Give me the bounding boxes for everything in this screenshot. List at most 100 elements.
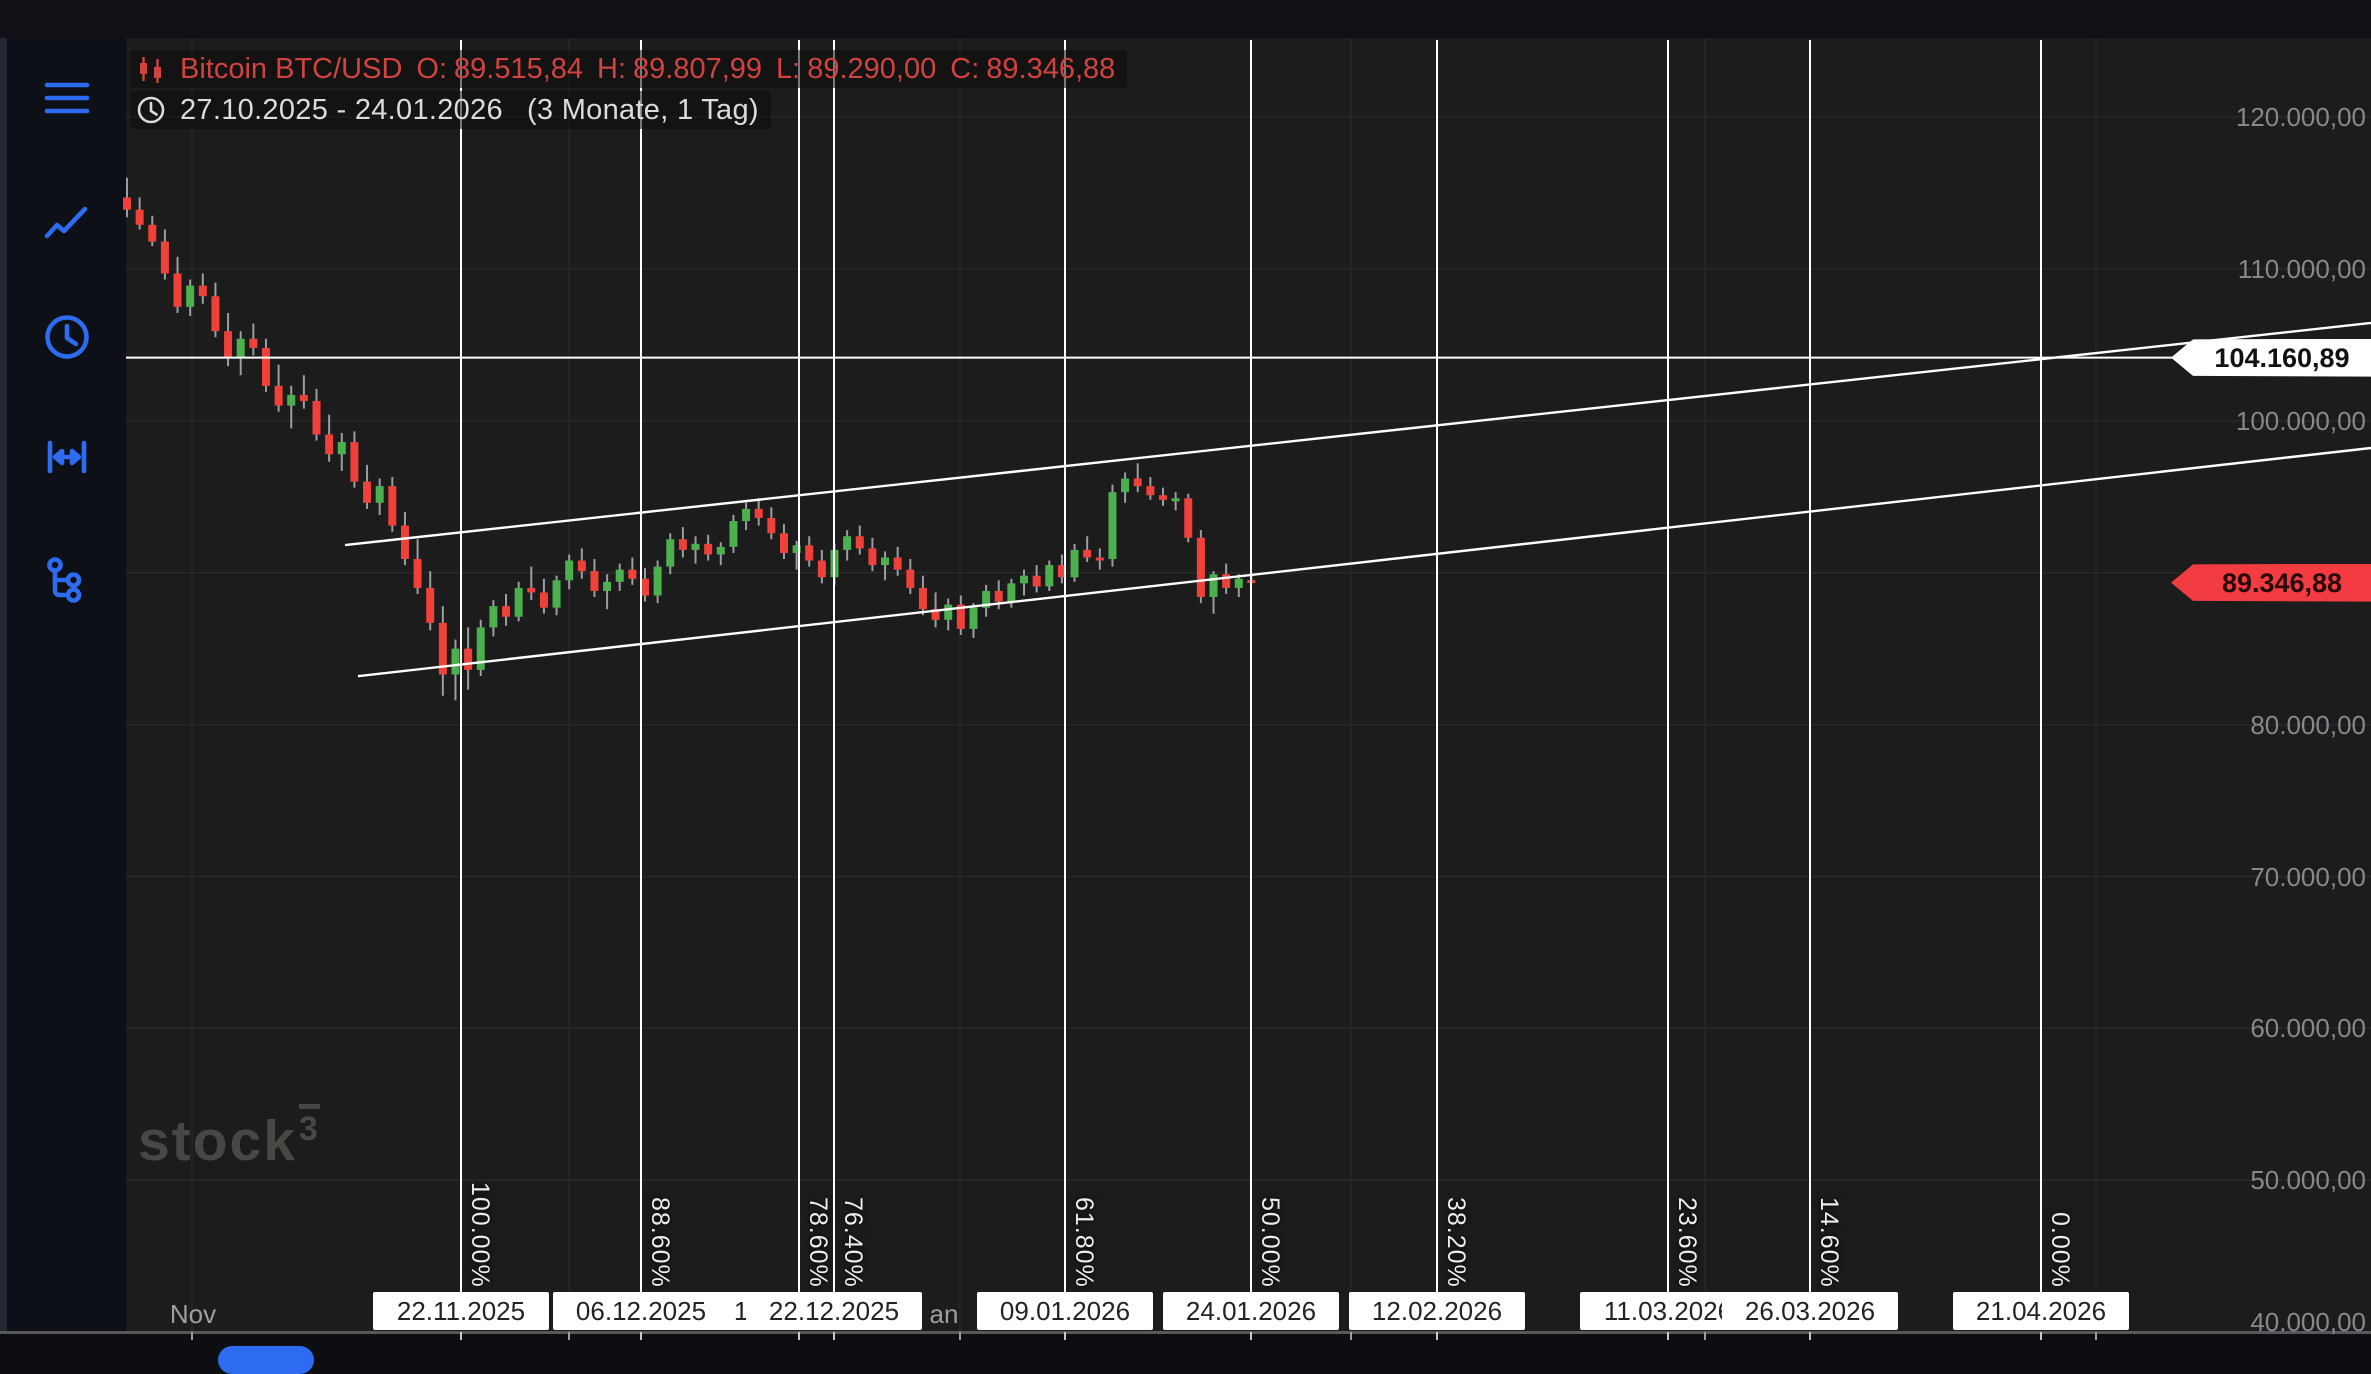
stock3-watermark: stock3	[138, 1104, 320, 1174]
candle-down	[123, 177, 131, 218]
candle-up	[1171, 492, 1180, 511]
axis-tick	[460, 1332, 462, 1340]
price-axis-label: 100.000,00	[2235, 405, 2366, 436]
candle-down	[274, 364, 283, 412]
candle-up	[653, 560, 662, 604]
hamburger-menu-icon	[44, 82, 90, 114]
candle-down	[1133, 463, 1142, 493]
candle-down	[1196, 530, 1205, 604]
fib-time-zones-drawing[interactable]	[460, 40, 2042, 1330]
candle-up	[1234, 574, 1243, 598]
sidebar-tool-measure[interactable]	[39, 429, 95, 485]
price-axis-label: 110.000,00	[2237, 253, 2366, 284]
candle-down	[678, 527, 687, 558]
legend-symbol-row: Bitcoin BTC/USD O: 89.515,84 H: 89.807,99 …	[130, 50, 1128, 88]
ohlc-open: O: 89.515,84	[416, 53, 584, 85]
candle-down	[198, 273, 207, 304]
candle-up	[792, 540, 801, 570]
axis-tick	[1704, 1332, 1706, 1340]
candle-down	[426, 571, 435, 631]
candle-up	[969, 603, 978, 639]
candle-down	[893, 546, 902, 576]
candle-up	[337, 432, 346, 471]
candle-up	[603, 574, 612, 610]
axis-tick	[2040, 1332, 2042, 1340]
price-axis-label: 60.000,00	[2250, 1013, 2366, 1044]
candle-up	[944, 598, 953, 631]
candle-down	[261, 338, 270, 392]
axis-tick	[959, 1332, 961, 1340]
branch-icon	[47, 557, 82, 603]
candle-down	[1095, 548, 1104, 570]
chart-legend: Bitcoin BTC/USD O: 89.515,84 H: 89.807,99 …	[130, 50, 1128, 129]
window-top-strip	[0, 0, 2371, 38]
month-axis-label: Nov	[169, 1299, 217, 1329]
candle-up	[982, 584, 991, 617]
toolbar-sidebar	[0, 38, 126, 1333]
candle-down	[1032, 565, 1041, 593]
candle-up	[565, 554, 574, 590]
candle-down	[906, 559, 915, 594]
primary-action-button[interactable]	[218, 1346, 314, 1374]
candle-up	[476, 619, 485, 676]
range-detail: (3 Monate, 1 Tag)	[526, 94, 759, 126]
price-axis-label: 120.000,00	[2235, 102, 2366, 132]
candle-up	[451, 639, 460, 701]
fib-percent-label: 50.00%	[1256, 1197, 1284, 1288]
horizontal-line-price-tag[interactable]: 104.160,89	[2171, 338, 2371, 377]
candle-down	[1158, 487, 1167, 506]
candle-down	[135, 197, 144, 230]
sidebar-tool-menu[interactable]	[39, 70, 95, 126]
ohlc-high: H: 89.807,99	[597, 53, 763, 85]
time-axis-strip[interactable]	[0, 1334, 2371, 1364]
candle-down	[1146, 477, 1155, 500]
fib-date-tag[interactable]: 21.04.2026	[1953, 1292, 2129, 1330]
gridlines	[126, 38, 2371, 1331]
candle-down	[325, 414, 334, 462]
candle-down	[363, 464, 372, 509]
last-price-tag: 89.346,88	[2171, 563, 2371, 602]
candle-up	[666, 533, 675, 575]
chart-pane[interactable]	[126, 38, 2371, 1331]
candle-up	[186, 279, 195, 316]
axis-tick	[1667, 1332, 1669, 1340]
axis-tick	[568, 1332, 570, 1340]
fib-date-tag[interactable]: 22.11.2025	[373, 1292, 549, 1330]
price-axis-label: 50.000,00	[2250, 1165, 2366, 1196]
fib-date-tag[interactable]: 24.01.2026	[1163, 1292, 1339, 1330]
fib-percent-label: 23.60%	[1673, 1197, 1701, 1288]
ohlc-close: C: 89.346,88	[950, 53, 1116, 85]
sidebar-tool-structure[interactable]	[39, 552, 95, 608]
candle-up	[843, 530, 852, 561]
candle-down	[464, 627, 473, 690]
price-axis-label: 80.000,00	[2250, 709, 2366, 740]
candlestick-icon	[140, 57, 161, 83]
fib-date-tag[interactable]: 12.02.2026	[1349, 1292, 1525, 1330]
fib-date-tag[interactable]: 09.01.2026	[977, 1292, 1153, 1330]
measure-width-icon	[47, 440, 87, 474]
axis-tick	[1809, 1332, 1811, 1340]
sidebar-tool-indicators[interactable]	[39, 194, 95, 250]
candle-down	[956, 595, 965, 635]
sidebar-accent-strip	[0, 38, 7, 1333]
candle-up	[489, 600, 498, 637]
fib-percent-label: 14.60%	[1815, 1197, 1843, 1288]
visible-range: 27.10.2025 - 24.01.2026	[180, 94, 503, 126]
trend-channel-upper-line[interactable]	[344, 321, 2371, 547]
candle-up	[236, 331, 245, 376]
fib-date-tag[interactable]: 22.12.2025	[746, 1292, 922, 1330]
candle-up	[1209, 571, 1218, 614]
candle-down	[312, 388, 321, 441]
candle-down	[249, 323, 258, 356]
candle-down	[527, 566, 536, 601]
candlestick-series	[123, 177, 1256, 701]
trend-channel-lower-line[interactable]	[357, 446, 2371, 678]
axis-tick	[640, 1332, 642, 1340]
fib-date-tag[interactable]: 06.12.2025	[553, 1292, 729, 1330]
fib-date-tag[interactable]: 26.03.2026	[1722, 1292, 1898, 1330]
candle-up	[716, 542, 725, 566]
axis-tick	[191, 1332, 193, 1340]
sidebar-tool-time[interactable]	[39, 309, 95, 365]
